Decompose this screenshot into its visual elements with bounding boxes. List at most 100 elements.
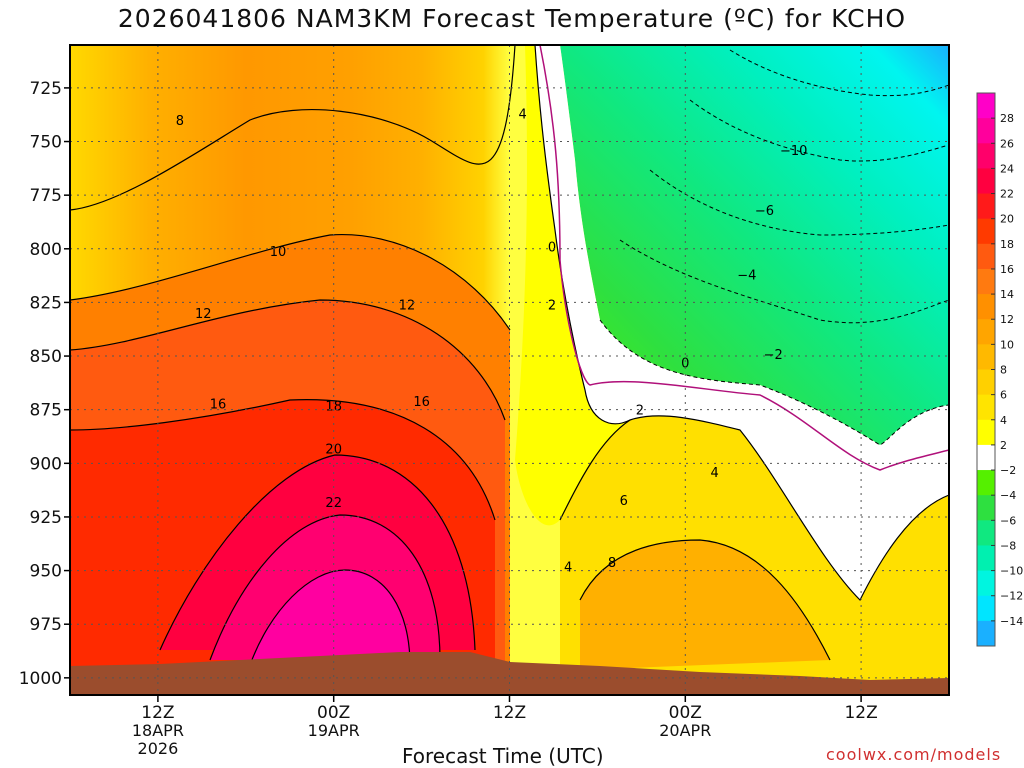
two-degree-band <box>515 45 630 526</box>
y-tick-label: 800 <box>30 240 62 260</box>
colorbar-label: 6 <box>1000 389 1007 402</box>
contour-label: 0 <box>681 356 689 371</box>
cool-sector-orange <box>580 540 830 670</box>
contour-label: 4 <box>519 108 527 123</box>
y-axis: 725 750 775 800 825 850 875 900 925 950 975 1000 <box>19 79 70 689</box>
x-tick-label: 00Z <box>669 703 702 723</box>
contour-label: 16 <box>413 395 430 410</box>
colorbar-label: 12 <box>1000 313 1014 326</box>
y-tick-label: 775 <box>30 186 62 206</box>
contour-label: 12 <box>195 307 212 322</box>
y-tick-label: 975 <box>30 615 62 635</box>
colorbar-swatch <box>977 93 995 119</box>
colorbar-swatch <box>977 520 995 546</box>
warm-core-24 <box>250 570 410 665</box>
colorbar-swatch <box>977 620 995 647</box>
near-zero-band <box>535 45 949 600</box>
colorbar-swatch <box>977 595 995 622</box>
contour-label: −2 <box>764 348 783 363</box>
y-tick-label: 875 <box>30 401 62 421</box>
x-year-label: 2026 <box>138 739 179 758</box>
colorbar: 28 26 24 22 20 18 16 14 12 10 8 6 4 2 −2 −4 −6 −8 −10 −12 −1… <box>976 92 1023 647</box>
colorbar-label: 4 <box>1000 414 1007 427</box>
colorbar-label: 24 <box>1000 162 1014 175</box>
y-tick-label: 900 <box>30 454 62 474</box>
colorbar-swatch <box>977 218 995 245</box>
colorbar-swatch <box>977 444 995 471</box>
y-tick-label: 825 <box>30 293 62 313</box>
colorbar-label: −8 <box>1000 539 1016 552</box>
solid-contours <box>70 45 949 666</box>
x-tick-label: 00Z <box>317 703 350 723</box>
colorbar-swatch <box>977 470 995 496</box>
x-date-label: 19APR <box>308 721 360 740</box>
contour-label: 20 <box>325 442 342 457</box>
colorbar-swatch <box>977 344 995 370</box>
contour-label: −4 <box>737 269 756 284</box>
colorbar-swatch <box>977 495 995 521</box>
colorbar-label: −4 <box>1000 489 1016 502</box>
colorbar-swatch <box>977 118 995 144</box>
credit-text: coolwx.com/models <box>826 745 1002 764</box>
colorbar-label: −6 <box>1000 514 1016 527</box>
y-tick-label: 925 <box>30 508 62 528</box>
colorbar-swatch <box>977 545 995 572</box>
contour-label: 16 <box>210 397 227 412</box>
dashed-contours <box>599 49 949 446</box>
contour-label: 2 <box>548 299 556 314</box>
y-tick-label: 950 <box>30 562 62 582</box>
colorbar-label: 10 <box>1000 338 1014 351</box>
x-tick-label: 12Z <box>141 703 174 723</box>
colorbar-swatch <box>977 294 995 320</box>
colorbar-swatch <box>977 243 995 270</box>
y-tick-label: 1000 <box>19 669 62 689</box>
zero-degree-contour <box>539 45 949 471</box>
x-axis-label: Forecast Time (UTC) <box>402 744 604 768</box>
x-tick-label: 12Z <box>493 703 526 723</box>
contour-label: 10 <box>270 245 287 260</box>
y-tick-label: 750 <box>30 133 62 153</box>
colorbar-label: −14 <box>1000 615 1023 628</box>
contour-label: 6 <box>620 494 628 509</box>
colorbar-swatch <box>977 419 995 446</box>
colorbar-swatch <box>977 570 995 597</box>
contour-label: 2 <box>636 404 644 419</box>
x-date-label: 18APR <box>132 721 184 740</box>
contour-label: 8 <box>176 114 184 129</box>
contour-label: 8 <box>608 556 616 571</box>
colorbar-label: 26 <box>1000 137 1014 150</box>
colorbar-label: 28 <box>1000 112 1014 125</box>
contour-label: 4 <box>564 560 572 575</box>
x-date-label: 20APR <box>659 721 711 740</box>
x-tick-label: 12Z <box>844 703 877 723</box>
colorbar-label: 22 <box>1000 188 1014 201</box>
cold-region <box>560 45 949 445</box>
contour-label: −10 <box>780 144 807 159</box>
y-tick-label: 725 <box>30 79 62 99</box>
colorbar-label: 8 <box>1000 364 1007 377</box>
colorbar-label: 20 <box>1000 213 1014 226</box>
colorbar-swatch <box>977 268 995 295</box>
chart-title: 2026041806 NAM3KM Forecast Temperature (… <box>117 4 907 33</box>
colorbar-label: −12 <box>1000 590 1023 603</box>
y-tick-label: 850 <box>30 347 62 367</box>
colorbar-swatch <box>977 394 995 421</box>
colorbar-label: 18 <box>1000 238 1014 251</box>
contour-label: 18 <box>325 399 342 414</box>
contour-label: −6 <box>755 204 774 219</box>
contour-label: 4 <box>710 466 718 481</box>
colorbar-label: −2 <box>1000 464 1016 477</box>
colorbar-label: 14 <box>1000 288 1014 301</box>
contour-label: 22 <box>325 496 342 511</box>
colorbar-swatch <box>977 369 995 396</box>
terrain <box>70 652 949 695</box>
colorbar-label: −10 <box>1000 565 1023 578</box>
contour-label: 0 <box>548 241 556 256</box>
colorbar-swatch <box>977 143 995 169</box>
colorbar-swatch <box>977 319 995 345</box>
contour-label: 12 <box>399 299 416 314</box>
colorbar-label: 16 <box>1000 263 1014 276</box>
